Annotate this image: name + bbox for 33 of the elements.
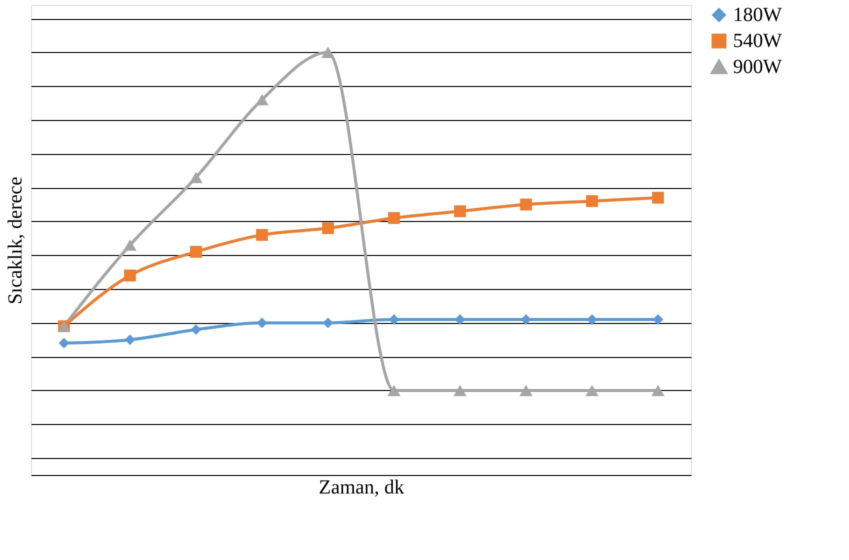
point bbox=[255, 94, 269, 106]
point bbox=[387, 384, 401, 396]
point bbox=[58, 338, 70, 348]
point bbox=[519, 384, 533, 396]
point bbox=[322, 222, 334, 234]
point bbox=[124, 270, 136, 282]
point bbox=[453, 384, 467, 396]
x-axis-title: Zaman, dk bbox=[318, 476, 404, 498]
legend-label: 540W bbox=[733, 30, 782, 52]
point bbox=[189, 172, 203, 184]
y-axis-title: Sıcaklık, derece bbox=[4, 176, 26, 304]
point bbox=[520, 198, 532, 210]
point bbox=[454, 205, 466, 218]
point bbox=[388, 314, 400, 325]
point bbox=[454, 314, 466, 325]
point bbox=[388, 212, 400, 224]
point bbox=[586, 314, 598, 325]
legend-label: 180W bbox=[733, 4, 782, 26]
point bbox=[520, 314, 532, 325]
point bbox=[256, 229, 268, 241]
point bbox=[585, 384, 599, 396]
point bbox=[190, 324, 202, 335]
point bbox=[322, 318, 334, 328]
point bbox=[651, 384, 665, 396]
point bbox=[652, 314, 664, 325]
point bbox=[124, 334, 136, 345]
legend-label: 900W bbox=[733, 56, 782, 78]
point bbox=[123, 239, 137, 251]
point bbox=[652, 192, 664, 204]
point bbox=[586, 195, 598, 208]
point bbox=[256, 318, 268, 328]
point bbox=[190, 246, 202, 258]
point bbox=[321, 46, 335, 58]
